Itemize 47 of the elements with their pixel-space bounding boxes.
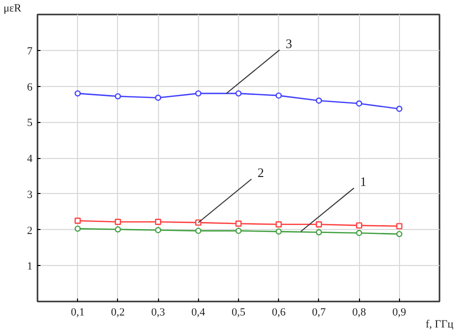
point bbox=[276, 228, 282, 235]
point bbox=[235, 228, 242, 234]
x-tick-label: 0,5 bbox=[232, 306, 246, 318]
x-tick-label: 0,2 bbox=[111, 306, 125, 318]
annotation: 1 bbox=[360, 174, 366, 190]
y-tick-label: 2 bbox=[27, 224, 32, 237]
x-tick-label: 0,6 bbox=[272, 306, 286, 318]
point bbox=[316, 221, 322, 228]
x-tick-label: 0,7 bbox=[312, 306, 326, 318]
annotation: 3 bbox=[286, 36, 292, 51]
point bbox=[195, 90, 202, 97]
point bbox=[155, 218, 162, 225]
point bbox=[276, 221, 282, 228]
y-tick-label: 1 bbox=[27, 260, 32, 273]
x-tick-label: 0,8 bbox=[352, 306, 366, 318]
point bbox=[155, 227, 162, 234]
x-tick-label: 0,9 bbox=[392, 306, 407, 318]
point bbox=[74, 218, 81, 224]
point bbox=[276, 92, 282, 99]
point bbox=[356, 222, 362, 229]
point bbox=[316, 229, 322, 236]
y-tick-label: 4 bbox=[27, 153, 33, 165]
point bbox=[74, 226, 81, 232]
y-tick-label: 6 bbox=[27, 81, 33, 94]
point bbox=[155, 94, 162, 101]
y-tick-label: 5 bbox=[27, 117, 33, 130]
point bbox=[396, 230, 402, 238]
annotation: 2 bbox=[257, 165, 264, 180]
x-tick-label: 0,3 bbox=[151, 306, 166, 318]
y-tick-label: 3 bbox=[27, 188, 33, 201]
point bbox=[396, 106, 402, 112]
point bbox=[195, 228, 202, 234]
point bbox=[114, 226, 121, 232]
point bbox=[356, 230, 362, 236]
point bbox=[114, 93, 121, 100]
point bbox=[356, 100, 362, 107]
x-axis-title: f, ГГц bbox=[426, 318, 454, 330]
x-tick-label: 0,1 bbox=[70, 306, 85, 318]
point bbox=[235, 220, 242, 227]
y-tick-label: 7 bbox=[27, 45, 33, 58]
point bbox=[235, 90, 242, 97]
y-axis-title: μεR bbox=[4, 2, 22, 14]
x-tick-label: 0,4 bbox=[191, 306, 206, 318]
point bbox=[316, 98, 322, 104]
point bbox=[74, 90, 81, 97]
point bbox=[396, 223, 402, 230]
point bbox=[114, 218, 121, 225]
